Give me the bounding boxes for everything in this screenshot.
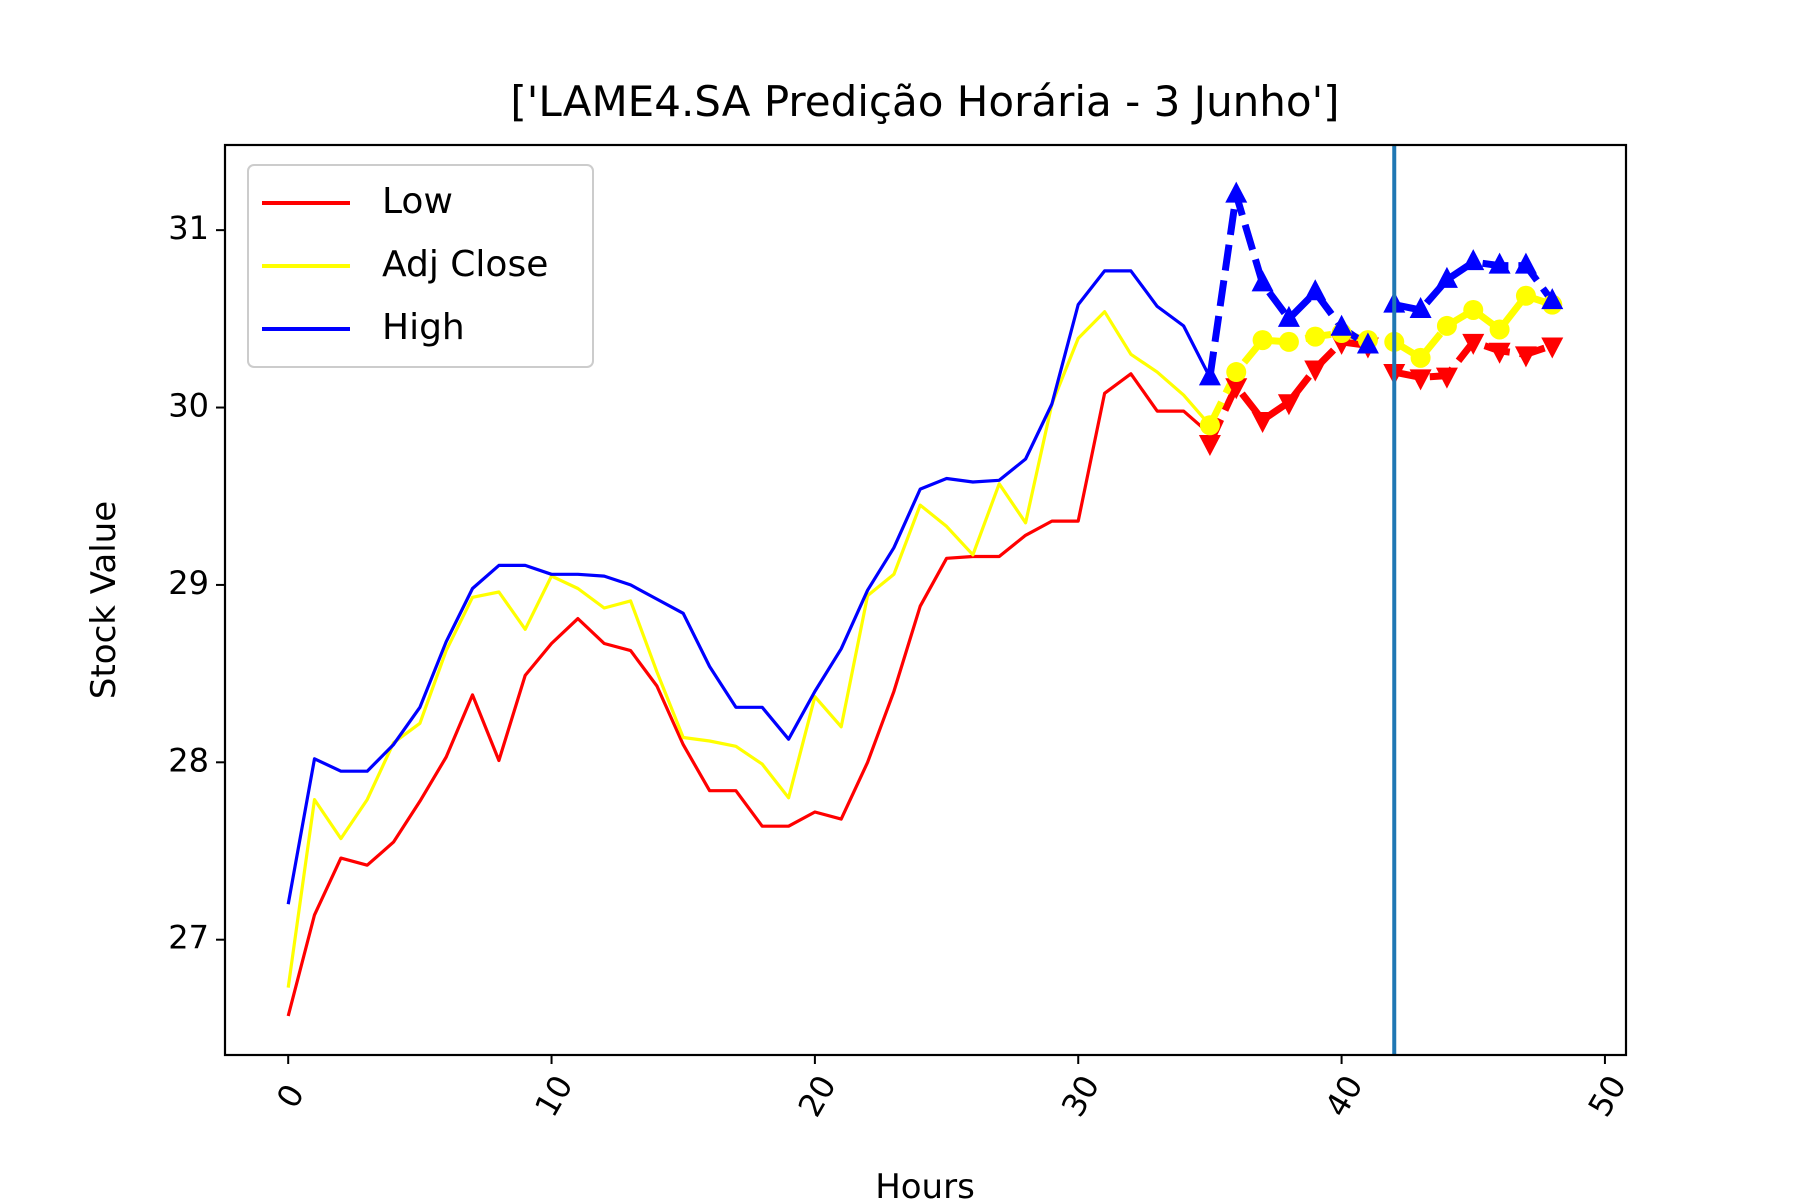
- data-point-low-predicted-35: [1198, 435, 1221, 457]
- data-point-high-forecast-48: [1541, 288, 1564, 310]
- data-point-low-forecast-48: [1541, 337, 1564, 359]
- data-point-adj-close-forecast-44: [1436, 315, 1457, 336]
- y-tick-label-27: 27: [168, 919, 209, 957]
- axes-frame: [223, 143, 1628, 1057]
- data-point-low-forecast-45: [1462, 333, 1485, 355]
- data-point-low-forecast-44: [1435, 367, 1458, 389]
- data-point-high-predicted-36: [1225, 181, 1248, 203]
- data-point-high-forecast-46: [1488, 252, 1511, 274]
- plot-area: [286, 145, 1564, 1055]
- legend-label-high: High: [382, 307, 465, 348]
- y-tick-label-31: 31: [168, 209, 209, 247]
- y-axis: 27 28 29 30 31: [168, 209, 225, 957]
- x-axis-label: Hours: [875, 1167, 975, 1200]
- data-point-low-predicted-39: [1304, 360, 1327, 382]
- data-point-high-predicted-40: [1330, 314, 1353, 336]
- data-point-adj-close-forecast-43: [1410, 347, 1431, 368]
- y-tick-label-30: 30: [168, 387, 209, 425]
- y-tick-label-28: 28: [168, 741, 209, 779]
- data-point-high-predicted-35: [1198, 364, 1221, 386]
- data-point-low-predicted-37: [1251, 411, 1274, 433]
- legend: Low Adj Close High: [247, 164, 594, 368]
- data-point-low-forecast-46: [1488, 342, 1511, 364]
- data-point-adj-close-predicted-37: [1252, 330, 1273, 351]
- data-point-high-forecast-47: [1514, 252, 1537, 274]
- data-point-low-predicted-38: [1277, 394, 1300, 416]
- data-point-adj-close-forecast-45: [1463, 299, 1484, 320]
- data-point-adj-close-predicted-36: [1226, 362, 1247, 383]
- data-point-adj-close-predicted-39: [1305, 326, 1326, 347]
- data-point-low-forecast-43: [1409, 369, 1432, 391]
- data-point-adj-close-forecast-46: [1489, 319, 1510, 340]
- data-point-low-forecast-47: [1514, 346, 1537, 368]
- legend-box: [247, 164, 594, 368]
- data-point-high-forecast-44: [1435, 266, 1458, 288]
- data-point-low-predicted-36: [1225, 378, 1248, 400]
- series-line-high: [286, 269, 1212, 905]
- y-tick-label-29: 29: [168, 564, 209, 602]
- data-point-adj-close-predicted-35: [1199, 415, 1220, 436]
- chart-title: ['LAME4.SA Predição Horária - 3 Junho']: [510, 77, 1339, 126]
- data-point-high-predicted-39: [1304, 279, 1327, 301]
- legend-label-adj-close: Adj Close: [382, 244, 548, 285]
- series-line-low: [286, 372, 1211, 1017]
- y-axis-label: Stock Value: [84, 501, 124, 699]
- data-point-adj-close-predicted-38: [1278, 331, 1299, 352]
- legend-label-low: Low: [382, 181, 453, 222]
- data-point-high-predicted-41: [1356, 332, 1379, 354]
- data-point-high-predicted-37: [1251, 270, 1274, 292]
- data-point-adj-close-forecast-47: [1515, 285, 1536, 306]
- data-point-high-forecast-45: [1462, 249, 1485, 271]
- data-point-high-forecast-43: [1409, 296, 1432, 318]
- data-point-high-predicted-38: [1277, 305, 1300, 327]
